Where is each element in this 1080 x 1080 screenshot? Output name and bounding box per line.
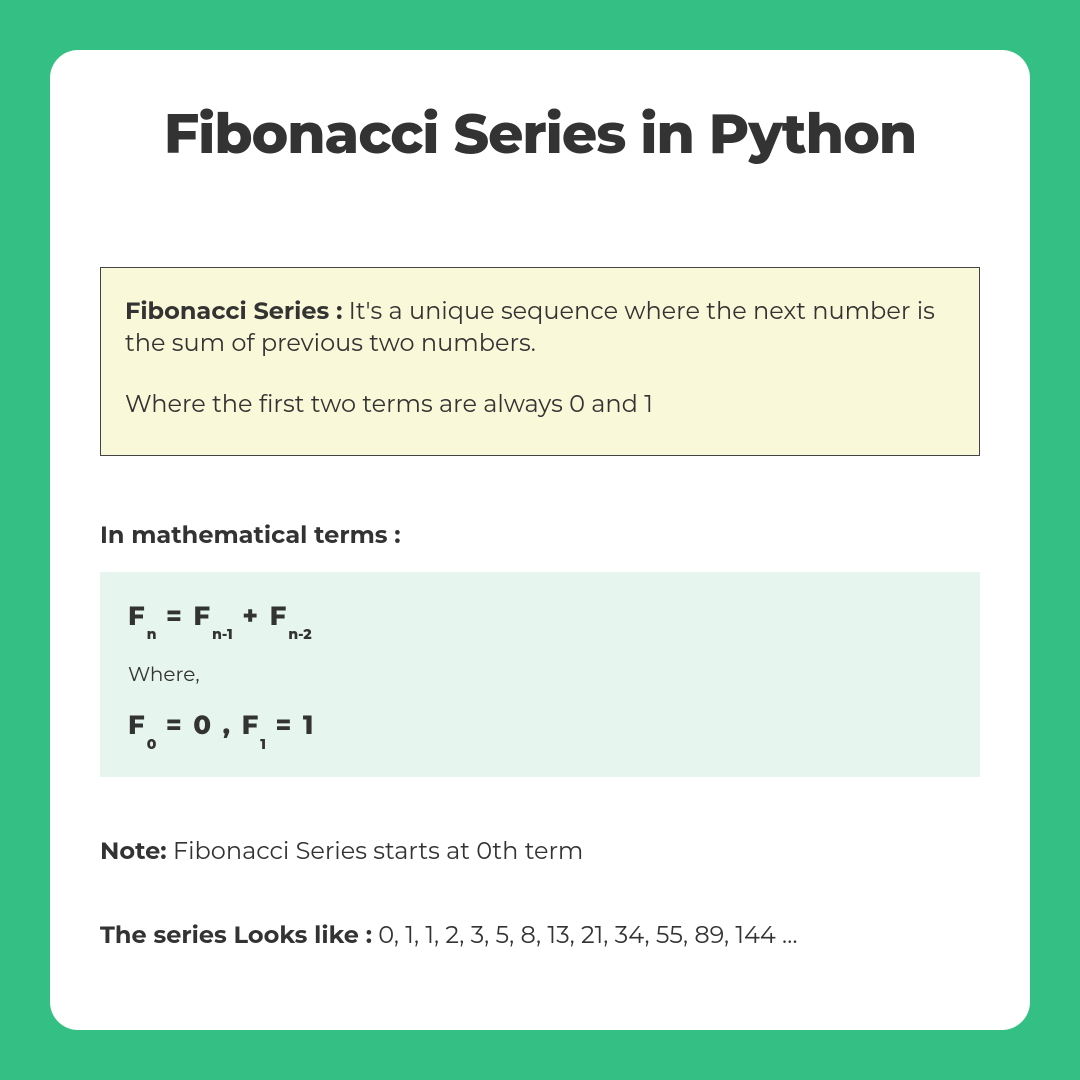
- definition-box: Fibonacci Series : It's a unique sequenc…: [100, 267, 980, 456]
- page-title: Fibonacci Series in Python: [100, 100, 980, 167]
- base-cases-formula: F0 = 0 , F1 = 1: [128, 709, 952, 744]
- series-label: The series Looks like :: [100, 921, 372, 950]
- definition-paragraph-1: Fibonacci Series : It's a unique sequenc…: [125, 296, 955, 361]
- recurrence-formula: Fn = Fn-1 + Fn-2: [128, 600, 952, 635]
- math-heading: In mathematical terms :: [100, 521, 980, 550]
- definition-label: Fibonacci Series :: [125, 297, 342, 326]
- where-label: Where,: [128, 663, 952, 687]
- content-card: Fibonacci Series in Python Fibonacci Ser…: [50, 50, 1030, 1030]
- note-label: Note:: [100, 837, 167, 866]
- series-text: 0, 1, 1, 2, 3, 5, 8, 13, 21, 34, 55, 89,…: [372, 921, 798, 950]
- note-text: Fibonacci Series starts at 0th term: [167, 837, 584, 866]
- definition-text-2: Where the first two terms are always 0 a…: [125, 389, 955, 421]
- series-line: The series Looks like : 0, 1, 1, 2, 3, 5…: [100, 921, 980, 950]
- formula-box: Fn = Fn-1 + Fn-2 Where, F0 = 0 , F1 = 1: [100, 572, 980, 776]
- note-line: Note: Fibonacci Series starts at 0th ter…: [100, 837, 980, 866]
